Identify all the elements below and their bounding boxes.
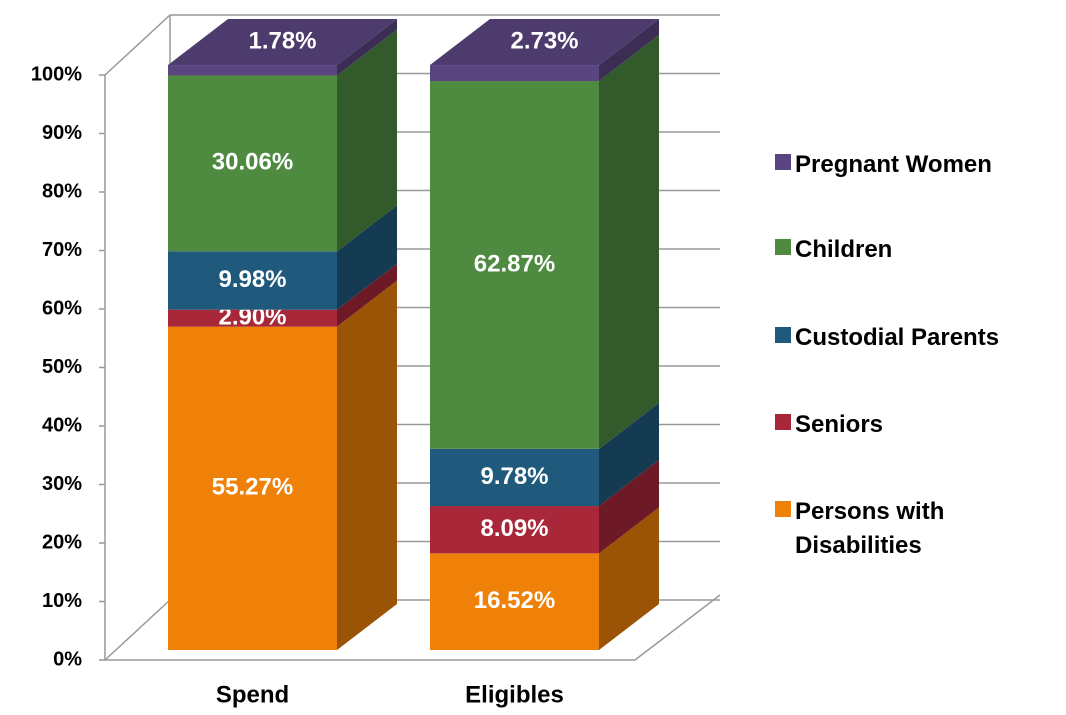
bar: [168, 251, 337, 310]
floor-side-edge: [104, 599, 171, 661]
bar: [168, 309, 337, 327]
bar-side: [337, 263, 397, 327]
legend-item: Seniors: [775, 408, 1065, 442]
legend-swatch: [775, 501, 791, 517]
legend-swatch: [775, 154, 791, 170]
legend-item: Custodial Parents: [775, 321, 1065, 355]
y-tick-label: 70%: [42, 239, 82, 261]
legend-label: Custodial Parents: [795, 324, 1000, 351]
bar-side: [599, 507, 659, 650]
y-tick-label: 60%: [42, 297, 82, 319]
bar: [168, 65, 337, 76]
bar-top: [430, 19, 659, 66]
legend-label: Children: [795, 236, 893, 263]
y-tick-label: 100%: [31, 63, 82, 85]
bar-side: [337, 205, 397, 310]
data-label: 55.27%: [212, 474, 293, 501]
y-tick-label: 40%: [42, 414, 82, 436]
bar-side: [337, 19, 397, 76]
x-tick-label: Spend: [216, 681, 289, 708]
data-label: 9.78%: [480, 463, 548, 490]
bar-side: [599, 19, 659, 82]
y-tick-label: 50%: [42, 356, 82, 378]
bar: [168, 75, 337, 252]
bar: [168, 326, 337, 650]
legend-swatch: [775, 327, 791, 343]
x-tick-label: Eligibles: [465, 681, 564, 708]
bar: [430, 65, 599, 82]
data-label: 16.52%: [474, 587, 555, 614]
bar: [430, 553, 599, 650]
bar-side: [337, 29, 397, 252]
data-label: 2.73%: [510, 27, 578, 54]
legend-label: Persons with Disabilities: [795, 498, 945, 559]
bar-side: [337, 280, 397, 650]
legend-swatch: [775, 414, 791, 430]
y-tick-label: 90%: [42, 122, 82, 144]
data-label: 30.06%: [212, 149, 293, 176]
legend-item: Persons with Disabilities: [775, 495, 1065, 563]
bar-side: [599, 460, 659, 554]
bar: [430, 448, 599, 507]
legend-item: Children: [775, 233, 1065, 267]
y-tick-label: 0%: [53, 648, 82, 670]
data-label: 1.78%: [248, 27, 316, 54]
floor-edge: [105, 594, 721, 661]
y-tick-label: 80%: [42, 180, 82, 202]
data-label: 8.09%: [480, 515, 548, 542]
data-label: 9.98%: [218, 266, 286, 293]
legend-label: Pregnant Women: [795, 151, 992, 178]
legend-item: Pregnant Women: [775, 148, 1065, 182]
bar-side: [599, 35, 659, 449]
bar: [430, 506, 599, 554]
y-tick-label: 10%: [42, 590, 82, 612]
bar-side: [599, 402, 659, 507]
data-label: 62.87%: [474, 250, 555, 277]
legend-swatch: [775, 239, 791, 255]
bar-top: [168, 19, 397, 66]
wall-top-edge: [104, 14, 171, 76]
bar: [430, 81, 599, 449]
y-tick-label: 30%: [42, 473, 82, 495]
legend-label: Seniors: [795, 411, 884, 438]
y-tick-label: 20%: [42, 531, 82, 553]
